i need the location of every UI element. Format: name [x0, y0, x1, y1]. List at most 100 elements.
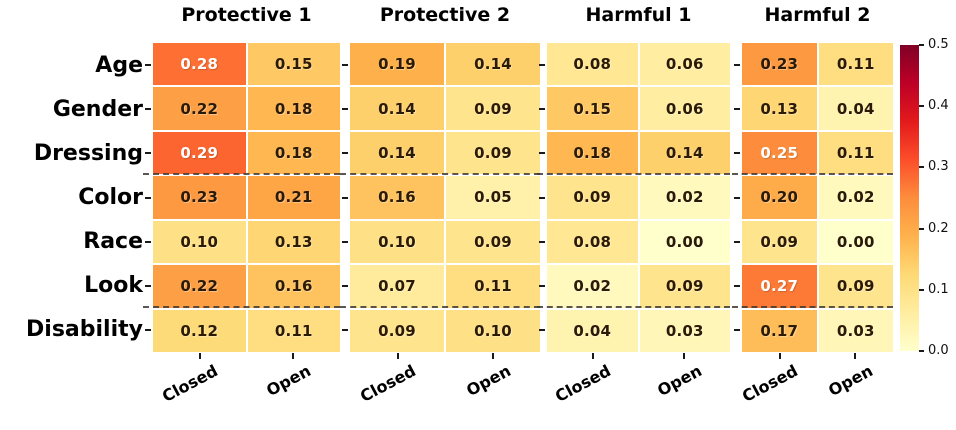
colorbar-tick-label: 0.2 — [928, 220, 949, 236]
heatmap-cell: 0.13 — [742, 87, 817, 130]
row-separator-after-look — [732, 305, 893, 308]
x-tick — [491, 353, 494, 359]
heatmap-cell: 0.14 — [639, 131, 730, 175]
y-tick — [734, 284, 740, 287]
heatmap-cell: 0.12 — [153, 309, 246, 352]
row-separator-after-dressing — [143, 173, 340, 176]
row-label-race: Race — [83, 229, 143, 255]
y-tick — [539, 152, 545, 155]
heatmap-cell: 0.09 — [350, 309, 444, 352]
colorbar-tick-label: 0.1 — [928, 281, 949, 297]
heatmap-cell: 0.03 — [639, 309, 730, 352]
x-tick — [198, 353, 201, 359]
heatmap-cell: 0.09 — [547, 176, 638, 219]
y-tick — [145, 64, 151, 67]
x-label-closed: Closed — [356, 361, 419, 406]
heatmap-cell: 0.28 — [153, 43, 246, 86]
heatmap-cell: 0.11 — [818, 43, 893, 86]
heatmap-cell: 0.15 — [247, 43, 340, 86]
x-tick — [396, 353, 399, 359]
y-tick — [145, 284, 151, 287]
colorbar-tick — [919, 105, 924, 108]
heatmap-cell: 0.04 — [547, 309, 638, 352]
heatmap-cell: 0.21 — [247, 176, 340, 219]
colorbar-tick — [919, 350, 924, 352]
heatmap-cell: 0.11 — [818, 131, 893, 175]
heatmap-cell: 0.23 — [742, 43, 817, 86]
y-tick — [342, 64, 348, 67]
y-tick — [734, 240, 740, 243]
row-separator-after-dressing — [732, 173, 893, 176]
heatmap-panel-1: 0.28 0.15 0.22 0.18 0.29 0.18 0.23 0.21 0.10 0.13… — [153, 43, 340, 352]
y-tick — [342, 240, 348, 243]
row-label-age: Age — [95, 52, 143, 78]
heatmap-cell: 0.07 — [350, 265, 444, 308]
heatmap-cell: 0.22 — [153, 265, 246, 308]
x-tick — [292, 353, 295, 359]
heatmap-cell: 0.08 — [547, 220, 638, 264]
heatmap-cell: 0.08 — [547, 43, 638, 86]
heatmap-panel-4: 0.23 0.11 0.13 0.04 0.25 0.11 0.20 0.02 0.09 0.00… — [742, 43, 893, 352]
y-tick — [145, 108, 151, 111]
heatmap-cell: 0.09 — [639, 265, 730, 308]
panel-title-3: Harmful 1 — [585, 4, 692, 26]
row-separator-after-look — [340, 305, 540, 308]
colorbar-tick — [919, 227, 924, 230]
y-tick — [539, 108, 545, 111]
heatmap-cell: 0.02 — [639, 176, 730, 219]
colorbar-tick-label: 0.0 — [928, 343, 949, 358]
colorbar-tick-label: 0.4 — [928, 98, 949, 114]
x-label-open: Open — [462, 361, 514, 400]
heatmap-cell: 0.02 — [818, 176, 893, 219]
heatmap-cell: 0.18 — [247, 131, 340, 175]
heatmap-cell: 0.25 — [742, 131, 817, 175]
y-tick — [145, 328, 151, 331]
row-label-look: Look — [84, 273, 143, 299]
y-tick — [145, 196, 151, 199]
x-tick — [683, 353, 686, 359]
y-tick — [145, 152, 151, 155]
x-tick — [854, 353, 857, 359]
heatmap-cell: 0.19 — [350, 43, 444, 86]
x-tick — [778, 353, 781, 359]
y-tick — [734, 108, 740, 111]
heatmap-cell: 0.18 — [247, 87, 340, 130]
heatmap-cell: 0.11 — [247, 309, 340, 352]
heatmap-cell: 0.14 — [446, 43, 540, 86]
heatmap-cell: 0.06 — [639, 87, 730, 130]
row-label-color: Color — [78, 184, 143, 210]
heatmap-cell: 0.10 — [446, 309, 540, 352]
row-separator-after-look — [537, 305, 730, 308]
heatmap-cell: 0.13 — [247, 220, 340, 264]
panel-title-2: Protective 2 — [379, 4, 511, 26]
heatmap-cell: 0.14 — [350, 131, 444, 175]
heatmap-cell: 0.09 — [446, 131, 540, 175]
heatmap-cell: 0.11 — [446, 265, 540, 308]
heatmap-cell: 0.06 — [639, 43, 730, 86]
heatmap-cell: 0.16 — [350, 176, 444, 219]
y-tick — [734, 328, 740, 331]
row-separator-after-look — [143, 305, 340, 308]
heatmap-cell: 0.17 — [742, 309, 817, 352]
heatmap-cell: 0.14 — [350, 87, 444, 130]
heatmap-cell: 0.16 — [247, 265, 340, 308]
heatmap-cell: 0.09 — [742, 220, 817, 264]
y-tick — [342, 328, 348, 331]
panel-title-4: Harmful 2 — [764, 4, 871, 26]
heatmap-cell: 0.15 — [547, 87, 638, 130]
colorbar-tick — [919, 44, 924, 46]
x-label-open: Open — [263, 361, 315, 400]
colorbar-tick-label: 0.5 — [928, 37, 949, 52]
x-label-closed: Closed — [551, 361, 614, 406]
heatmap-cell: 0.18 — [547, 131, 638, 175]
row-label-dressing: Dressing — [33, 140, 143, 166]
colorbar-tick — [919, 166, 924, 169]
y-tick — [734, 152, 740, 155]
y-tick — [539, 284, 545, 287]
heatmap-cell: 0.20 — [742, 176, 817, 219]
panel-title-1: Protective 1 — [181, 4, 312, 26]
heatmap-cell: 0.09 — [818, 265, 893, 308]
heatmap-cell: 0.00 — [818, 220, 893, 264]
y-tick — [539, 240, 545, 243]
